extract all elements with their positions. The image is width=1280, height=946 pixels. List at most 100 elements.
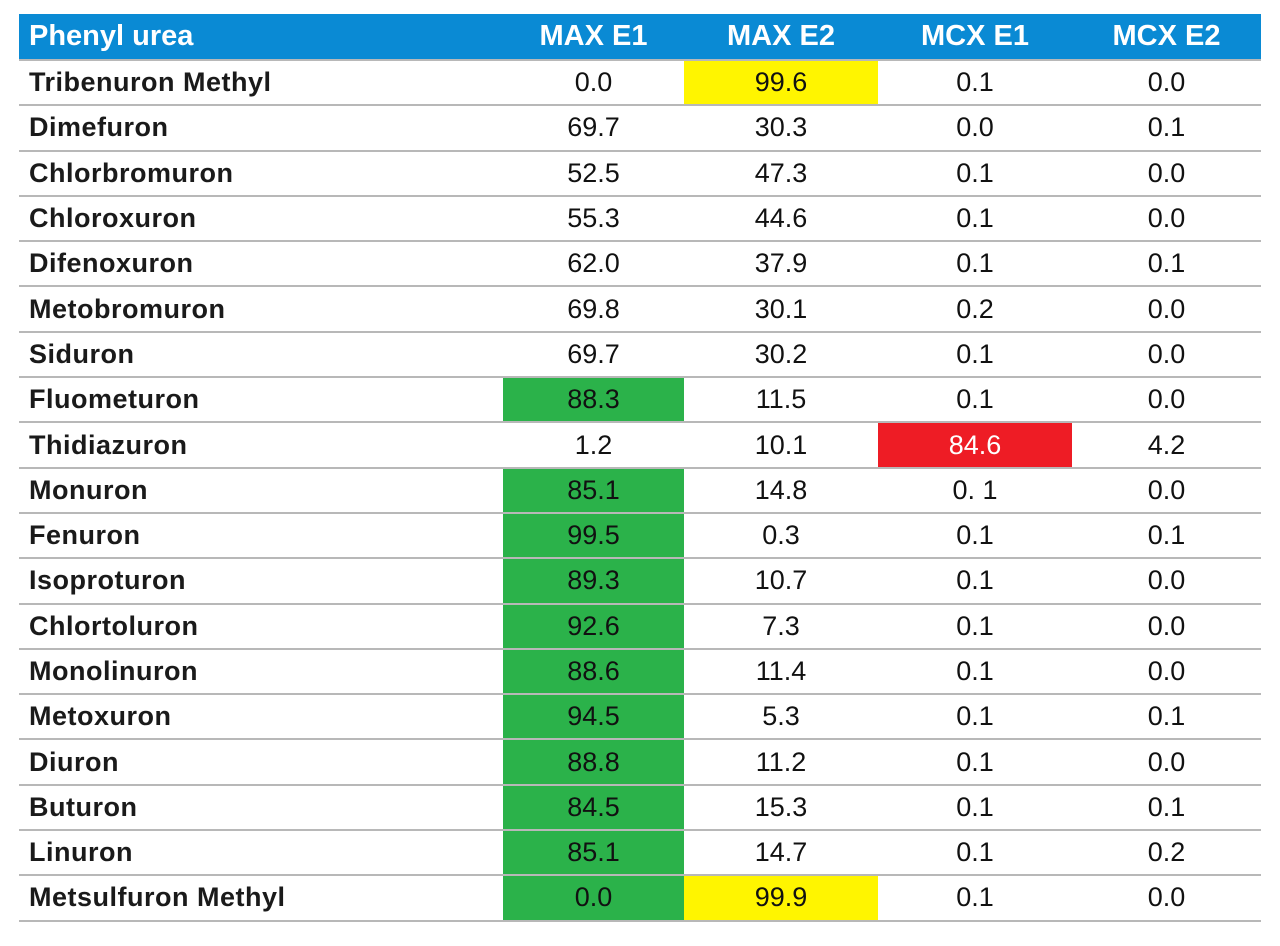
compound-name-cell: Difenoxuron — [19, 241, 503, 288]
max-e1-cell: 0.0 — [503, 60, 684, 107]
table-row: Metoxuron 94.5 5.3 0.1 0.1 — [19, 694, 1261, 741]
table-row: Monolinuron 88.6 11.4 0.1 0.0 — [19, 648, 1261, 696]
compound-name-cell: Metobromuron — [19, 286, 503, 333]
mcx-e2-cell: 0.0 — [1072, 648, 1261, 696]
mcx-e1-cell: 0.1 — [878, 784, 1072, 832]
compound-name-cell: Isoproturon — [19, 558, 503, 605]
mcx-e1-cell: 0.1 — [878, 694, 1072, 741]
max-e1-cell: 88.6 — [503, 648, 684, 696]
max-e1-cell: 88.8 — [503, 739, 684, 786]
compound-name-cell: Metsulfuron Methyl — [19, 875, 503, 922]
table-row: Chlorbromuron 52.5 47.3 0.1 0.0 — [19, 150, 1261, 197]
compound-name-cell: Linuron — [19, 830, 503, 877]
max-e2-cell: 99.6 — [684, 60, 878, 107]
mcx-e2-cell: 0.0 — [1072, 286, 1261, 333]
max-e1-cell: 88.3 — [503, 377, 684, 424]
compound-name-cell: Buturon — [19, 784, 503, 832]
mcx-e1-cell: 0.1 — [878, 512, 1072, 560]
mcx-e1-cell: 0.1 — [878, 830, 1072, 877]
header-mcx-e1: MCX E1 — [878, 14, 1072, 61]
table-row: Fluometuron 88.3 11.5 0.1 0.0 — [19, 377, 1261, 424]
max-e1-cell: 99.5 — [503, 512, 684, 560]
compound-name-cell: Diuron — [19, 739, 503, 786]
max-e2-cell: 7.3 — [684, 603, 878, 650]
table-row: Dimefuron 69.7 30.3 0.0 0.1 — [19, 105, 1261, 152]
max-e2-cell: 44.6 — [684, 195, 878, 243]
mcx-e2-cell: 0.0 — [1072, 150, 1261, 197]
header-max-e2: MAX E2 — [684, 14, 878, 61]
mcx-e2-cell: 0.0 — [1072, 377, 1261, 424]
mcx-e1-cell: 0.1 — [878, 241, 1072, 288]
compound-name-cell: Siduron — [19, 331, 503, 379]
mcx-e1-cell: 0.1 — [878, 875, 1072, 922]
table-row: Diuron 88.8 11.2 0.1 0.0 — [19, 739, 1261, 786]
compound-name-cell: Tribenuron Methyl — [19, 60, 503, 107]
compound-name-cell: Chlorbromuron — [19, 150, 503, 197]
max-e1-cell: 62.0 — [503, 241, 684, 288]
table-row: Tribenuron Methyl 0.0 99.6 0.1 0.0 — [19, 60, 1261, 107]
max-e2-cell: 47.3 — [684, 150, 878, 197]
table-row: Linuron 85.1 14.7 0.1 0.2 — [19, 830, 1261, 877]
table-row: Metsulfuron Methyl 0.0 99.9 0.1 0.0 — [19, 875, 1261, 922]
table-row: Metobromuron 69.8 30.1 0.2 0.0 — [19, 286, 1261, 333]
mcx-e1-cell: 0.0 — [878, 105, 1072, 152]
max-e2-cell: 30.1 — [684, 286, 878, 333]
table-row: Buturon 84.5 15.3 0.1 0.1 — [19, 784, 1261, 832]
max-e1-cell: 85.1 — [503, 467, 684, 514]
mcx-e2-cell: 0.2 — [1072, 830, 1261, 877]
max-e2-cell: 11.2 — [684, 739, 878, 786]
mcx-e1-cell: 0.1 — [878, 195, 1072, 243]
mcx-e2-cell: 0.1 — [1072, 241, 1261, 288]
compound-name-cell: Metoxuron — [19, 694, 503, 741]
table-row: Monuron 85.1 14.8 0. 1 0.0 — [19, 467, 1261, 514]
mcx-e1-cell: 0.1 — [878, 331, 1072, 379]
table-row: Chlortoluron 92.6 7.3 0.1 0.0 — [19, 603, 1261, 650]
mcx-e1-cell: 0.2 — [878, 286, 1072, 333]
max-e2-cell: 30.2 — [684, 331, 878, 379]
mcx-e2-cell: 0.0 — [1072, 467, 1261, 514]
max-e2-cell: 14.8 — [684, 467, 878, 514]
mcx-e2-cell: 0.1 — [1072, 105, 1261, 152]
table-row: Difenoxuron 62.0 37.9 0.1 0.1 — [19, 241, 1261, 288]
table-row: Thidiazuron 1.2 10.1 84.6 4.2 — [19, 422, 1261, 469]
mcx-e1-cell: 0.1 — [878, 648, 1072, 696]
mcx-e2-cell: 0.0 — [1072, 875, 1261, 922]
max-e2-cell: 11.4 — [684, 648, 878, 696]
max-e1-cell: 52.5 — [503, 150, 684, 197]
table-row: Fenuron 99.5 0.3 0.1 0.1 — [19, 512, 1261, 560]
compound-name-cell: Fenuron — [19, 512, 503, 560]
max-e2-cell: 15.3 — [684, 784, 878, 832]
mcx-e1-cell: 84.6 — [878, 422, 1072, 469]
table-body: Tribenuron Methyl 0.0 99.6 0.1 0.0 Dimefuron 6… — [19, 60, 1261, 922]
compound-name-cell: Thidiazuron — [19, 422, 503, 469]
max-e1-cell: 69.8 — [503, 286, 684, 333]
compound-name-cell: Monuron — [19, 467, 503, 514]
header-mcx-e2: MCX E2 — [1072, 14, 1261, 61]
max-e1-cell: 84.5 — [503, 784, 684, 832]
max-e2-cell: 99.9 — [684, 875, 878, 922]
max-e2-cell: 10.1 — [684, 422, 878, 469]
mcx-e2-cell: 0.0 — [1072, 60, 1261, 107]
table-header: Phenyl urea MAX E1 MAX E2 MCX E1 MCX E2 — [19, 14, 1261, 61]
mcx-e2-cell: 0.0 — [1072, 603, 1261, 650]
compound-name-cell: Chlortoluron — [19, 603, 503, 650]
phenyl-urea-table: Phenyl urea MAX E1 MAX E2 MCX E1 MCX E2 … — [19, 14, 1261, 922]
header-row: Phenyl urea MAX E1 MAX E2 MCX E1 MCX E2 — [19, 14, 1261, 61]
max-e1-cell: 69.7 — [503, 331, 684, 379]
table-row: Siduron 69.7 30.2 0.1 0.0 — [19, 331, 1261, 379]
max-e2-cell: 10.7 — [684, 558, 878, 605]
mcx-e2-cell: 0.0 — [1072, 558, 1261, 605]
mcx-e2-cell: 0.1 — [1072, 694, 1261, 741]
table-row: Isoproturon 89.3 10.7 0.1 0.0 — [19, 558, 1261, 605]
max-e1-cell: 1.2 — [503, 422, 684, 469]
mcx-e1-cell: 0.1 — [878, 558, 1072, 605]
mcx-e2-cell: 0.0 — [1072, 739, 1261, 786]
max-e2-cell: 14.7 — [684, 830, 878, 877]
header-phenyl-urea: Phenyl urea — [19, 14, 503, 61]
mcx-e1-cell: 0.1 — [878, 150, 1072, 197]
mcx-e2-cell: 4.2 — [1072, 422, 1261, 469]
max-e1-cell: 55.3 — [503, 195, 684, 243]
compound-name-cell: Fluometuron — [19, 377, 503, 424]
mcx-e2-cell: 0.0 — [1072, 331, 1261, 379]
mcx-e2-cell: 0.0 — [1072, 195, 1261, 243]
